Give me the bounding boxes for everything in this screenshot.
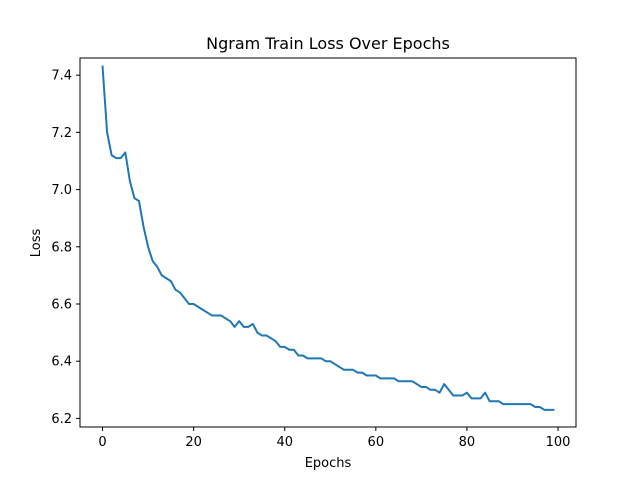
x-tick-label: 40: [276, 435, 293, 450]
y-tick-label: 7.4: [51, 69, 72, 84]
x-tick-label: 20: [185, 435, 202, 450]
plot-area-frame: [79, 57, 577, 428]
y-tick-label: 6.8: [51, 240, 72, 255]
y-tick-label: 6.4: [51, 355, 72, 370]
x-axis-label: Epochs: [305, 456, 352, 471]
series-layer: [101, 65, 555, 411]
y-tick-label: 6.6: [51, 298, 72, 313]
x-tick-label: 100: [546, 435, 571, 450]
x-tick-label: 60: [368, 435, 385, 450]
x-tick-label: 0: [98, 435, 106, 450]
y-axis-ticks: 6.2 6.4 6.6 6.8 7.0 7.2 7.4: [51, 69, 80, 427]
series-line-0: [101, 65, 555, 411]
x-tick-label: 80: [459, 435, 476, 450]
y-tick-label: 7.0: [51, 183, 72, 198]
x-axis-ticks: 0 20 40 60 80 100: [98, 427, 570, 450]
y-axis-label: Loss: [29, 229, 44, 258]
chart-title: Ngram Train Loss Over Epochs: [206, 34, 450, 53]
y-tick-label: 6.2: [51, 412, 72, 427]
y-tick-label: 7.2: [51, 126, 72, 141]
